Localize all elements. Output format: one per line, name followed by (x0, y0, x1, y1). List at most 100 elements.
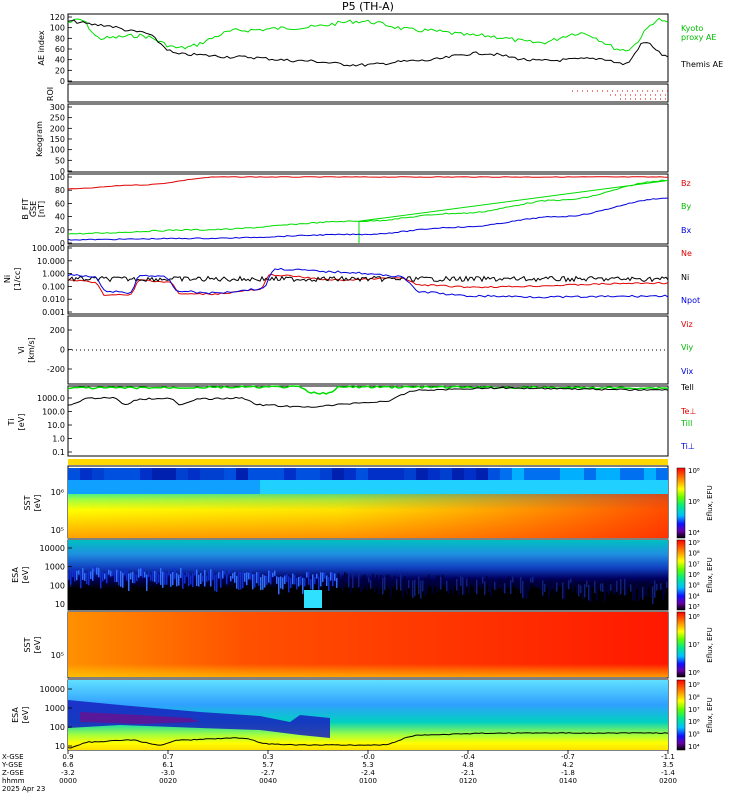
bfit-tick-0: 100 (50, 173, 65, 182)
sst-ion-block (200, 468, 212, 480)
esa-ion-streak (494, 581, 496, 590)
esa-ion-streak (450, 580, 452, 590)
esa-ion-streak (480, 582, 482, 589)
esa-ion-streak (246, 572, 248, 586)
sst-ion-block (320, 468, 332, 480)
sst-ion-block (200, 480, 212, 494)
sst-ion-block (440, 480, 452, 494)
esa-ion-streak (386, 574, 388, 586)
esa-ion-streak (546, 581, 548, 588)
esa-ion-streak (258, 571, 260, 586)
esa-ion-streak (320, 572, 322, 587)
cbar-1-tick-6: 10³ (688, 603, 700, 611)
esa-ion-streak (160, 568, 162, 585)
sst-ion-block (428, 468, 440, 480)
esa-ion-streak (376, 574, 378, 587)
sst-ion-block (584, 480, 596, 494)
esa-ion-streak (98, 568, 100, 578)
esa-ion-streak (596, 585, 598, 601)
cbar-1-tick-2: 10⁷ (688, 560, 700, 568)
esa-ion-streak (158, 574, 160, 583)
ni-ylabel-2: [1/cc] (13, 268, 22, 291)
esa-ion-streak (572, 581, 574, 593)
sst-ion-block (392, 468, 404, 480)
esa-ion-streak (664, 586, 666, 595)
esa-ion-ylabel-1: ESA (11, 567, 20, 583)
esa-ion-streak (182, 572, 184, 589)
esa-ion-streak (534, 581, 536, 587)
sst-ion-block (296, 468, 308, 480)
sst-ion-block (524, 468, 536, 480)
esa-e-tick-0: 10000 (40, 685, 65, 694)
esa-ion-streak (128, 573, 130, 591)
esa-ion-streak (660, 583, 662, 590)
esa-ion-streak (180, 567, 182, 579)
x-col-1-t: 0020 (159, 777, 177, 785)
colorbar-label-2: Eflux, EFU (706, 557, 714, 592)
esa-ion-streak (512, 576, 514, 583)
esa-ion-streak (238, 572, 240, 590)
esa-ion-streak (278, 577, 280, 595)
x-col-3-x: -0.0 (361, 753, 375, 761)
cbar-3-tick-0: 10⁹ (688, 681, 700, 689)
esa-ion-streak (550, 578, 552, 591)
esa-ion-streak (270, 571, 272, 585)
esa-ion-streak (562, 582, 564, 599)
sst-ion-block (440, 468, 452, 480)
vi-panel: Vi [km/s] 200 0 -200 Viz Viy Vix (17, 320, 694, 376)
sst-ion-block (380, 468, 392, 480)
sst-ion-block (368, 480, 380, 494)
esa-ion-streak (332, 572, 334, 587)
npot-line (67, 267, 669, 299)
sst-electron-spectrogram: SST [eV] 10⁵ (23, 612, 668, 677)
esa-ion-streak (124, 568, 126, 576)
esa-ion-streak (296, 577, 298, 590)
esa-ion-streak (626, 579, 628, 595)
sst-ion-block (140, 468, 152, 480)
panel-frame-2 (67, 103, 669, 173)
esa-ion-streak (422, 580, 424, 592)
sst-ion-ylabel-2: [eV] (33, 495, 42, 512)
esa-ion-streak (628, 583, 630, 589)
vi-tick-2: -200 (47, 365, 65, 374)
esa-ion-streak (622, 585, 624, 590)
esa-ion-streak (406, 580, 408, 595)
sst-ion-block (560, 480, 572, 494)
ae-tick-5: 20 (55, 66, 65, 75)
esa-ion-streak (414, 579, 416, 597)
esa-ion-streak (118, 568, 120, 586)
esa-ion-streak (204, 570, 206, 587)
sst-ion-block (608, 468, 620, 480)
esa-ion-streak (268, 570, 270, 583)
esa-ion-streak (288, 576, 290, 593)
esa-ion-streak (472, 578, 474, 585)
esa-ion-streak (526, 583, 528, 599)
sst-ion-ytick-1: 10⁶ (51, 488, 64, 497)
esa-ion-streak (348, 574, 350, 588)
esa-ion-tick-3: 10 (55, 600, 65, 609)
esa-ion-streak (650, 581, 652, 598)
esa-ion-streak (496, 583, 498, 590)
esa-ion-streak (570, 578, 572, 583)
esa-ion-streak (518, 582, 520, 590)
sst-ion-block (140, 480, 152, 494)
roi-ylabel: ROI (46, 87, 55, 101)
ae-tick-2: 80 (55, 34, 65, 43)
ae-legend-kyoto: Kyoto (681, 24, 703, 33)
ti-tick-1: 100.0 (42, 408, 65, 417)
esa-ion-streak (144, 571, 146, 578)
esa-ion-streak (72, 569, 74, 578)
esa-ion-streak (78, 570, 80, 575)
ti-legend-tell: Tell (680, 383, 694, 392)
ae-tick-3: 60 (55, 45, 65, 54)
esa-ion-streak (104, 573, 106, 580)
esa-ion-streak (532, 576, 534, 583)
esa-ion-streak (370, 579, 372, 589)
ae-tick-1: 100 (50, 24, 65, 33)
x-row-label-2: Z-GSE (2, 769, 24, 777)
bfit-ylabel-2: GSE (29, 201, 38, 217)
sst-ion-block (476, 480, 488, 494)
esa-ion-streak (214, 575, 216, 591)
esa-ion-streak (592, 581, 594, 588)
sst-ion-block (380, 480, 392, 494)
